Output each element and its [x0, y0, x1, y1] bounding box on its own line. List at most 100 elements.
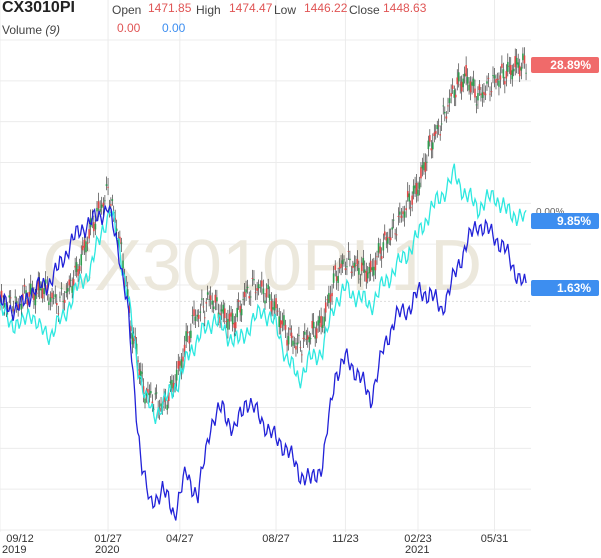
candle-body — [515, 57, 518, 65]
candle-body — [429, 135, 431, 142]
candle-body — [329, 294, 332, 303]
volume-value-1: 0.00 — [117, 21, 141, 35]
candle-body — [83, 239, 86, 248]
candle-body — [379, 246, 381, 254]
candle-body — [301, 354, 303, 356]
candle-body — [290, 332, 293, 339]
candle-body — [154, 393, 157, 395]
candle-body — [434, 131, 437, 134]
candle-body — [361, 262, 363, 272]
candle-body — [358, 267, 360, 275]
candle-body — [480, 93, 482, 96]
candle-body — [180, 359, 183, 371]
candle-body — [51, 292, 53, 299]
candle-body — [374, 260, 377, 271]
candle-body — [75, 262, 78, 272]
candle-body — [203, 317, 206, 319]
candle-body — [418, 182, 421, 189]
open-label: Open — [112, 3, 142, 17]
candle-body — [248, 296, 251, 299]
candle-body — [55, 302, 58, 306]
candle-body — [499, 75, 502, 80]
candle-body — [388, 236, 391, 239]
candle-body — [111, 199, 114, 201]
value-badge: 9.85% — [531, 212, 599, 229]
candle-body — [65, 291, 68, 293]
candle-body — [49, 297, 52, 302]
candle-body — [304, 331, 306, 335]
candle-body — [460, 81, 463, 92]
candle-body — [85, 241, 87, 253]
candle-body — [383, 231, 386, 236]
candle-body — [202, 306, 205, 308]
candle-body — [406, 191, 409, 198]
candle-body — [299, 347, 302, 348]
candle-body — [286, 340, 288, 346]
candle-body — [160, 403, 162, 407]
candle-body — [155, 392, 158, 394]
candle-body — [314, 335, 316, 339]
candle-body — [459, 84, 462, 86]
candle-body — [222, 304, 224, 314]
candle-body — [130, 326, 132, 331]
candle-body — [275, 298, 277, 309]
candle-body — [430, 148, 433, 151]
candle-body — [72, 279, 75, 287]
candle-body — [457, 72, 460, 82]
x-tick-label: 05/31 — [480, 533, 509, 545]
candle-body — [262, 288, 265, 294]
candle-body — [169, 381, 172, 384]
candle-body — [115, 228, 118, 231]
volume-label-text: Volume — [2, 23, 43, 37]
candle-body — [77, 269, 79, 276]
volume-period: (9) — [45, 23, 61, 37]
candle-body — [93, 222, 95, 232]
candle-body — [283, 315, 285, 326]
low-value: 1446.22 — [304, 1, 348, 15]
candle-body — [436, 125, 439, 130]
x-year-label: 2021 — [405, 544, 430, 556]
candle-body — [278, 316, 280, 327]
candle-body — [8, 295, 11, 298]
candle-body — [332, 273, 335, 283]
candle-body — [498, 80, 500, 87]
candle-body — [107, 186, 109, 188]
candle-body — [281, 320, 284, 325]
candle-body — [20, 303, 23, 310]
candle-body — [437, 125, 440, 127]
candle-body — [36, 292, 38, 294]
candle-body — [305, 338, 308, 340]
candle-body — [82, 245, 84, 251]
candle-body — [408, 193, 411, 202]
candle-body — [447, 105, 449, 107]
candle-body — [268, 294, 271, 301]
candle-body — [292, 340, 294, 346]
candle-body — [363, 269, 366, 273]
high-label: High — [196, 3, 221, 17]
candle-body — [63, 299, 66, 303]
candle-body — [234, 322, 237, 329]
candle-body — [259, 287, 262, 289]
candle-body — [468, 84, 470, 91]
candle-body — [517, 62, 519, 68]
close-value: 1448.63 — [383, 1, 427, 15]
candle-body — [298, 335, 300, 337]
series-line-1 — [0, 163, 527, 425]
candle-body — [296, 342, 299, 345]
candle-body — [44, 279, 47, 284]
candle-body — [414, 185, 416, 189]
candle-body — [279, 320, 282, 328]
candle-body — [376, 256, 378, 258]
candle-body — [424, 162, 427, 172]
candle-body — [88, 229, 90, 239]
candle-body — [502, 69, 505, 79]
candle-body — [504, 81, 506, 85]
candle-body — [420, 167, 422, 179]
candle-body — [97, 201, 100, 209]
candle-body — [29, 283, 32, 295]
candle-body — [359, 278, 362, 280]
candle-body — [412, 185, 415, 194]
candle-body — [246, 286, 249, 289]
candle-body — [152, 408, 155, 410]
